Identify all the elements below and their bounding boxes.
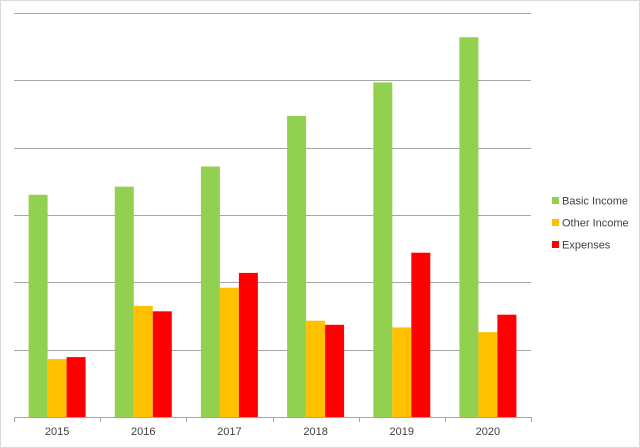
bar-expenses-2019 <box>411 252 431 417</box>
bar-expenses-2017 <box>238 272 258 417</box>
x-axis: 2015 2016 2017 2018 2019 2020 <box>14 417 532 438</box>
x-tick-label: 2016 <box>131 426 155 438</box>
x-tick-label: 2015 <box>45 426 69 438</box>
bar-basic-income-2015 <box>28 194 48 417</box>
bars <box>28 37 517 418</box>
legend-swatch-other-income <box>552 219 559 226</box>
bar-other-income-2015 <box>47 359 67 417</box>
bar-basic-income-2020 <box>459 37 479 417</box>
bar-expenses-2020 <box>497 314 517 417</box>
x-tick-label: 2020 <box>476 426 500 438</box>
bar-expenses-2015 <box>66 357 86 417</box>
gridlines <box>14 13 531 418</box>
bar-expenses-2016 <box>152 311 172 417</box>
x-tick-label: 2019 <box>390 426 414 438</box>
legend-swatch-basic-income <box>552 197 559 204</box>
bar-other-income-2020 <box>478 332 498 417</box>
x-tick-label: 2017 <box>217 426 241 438</box>
legend-label-expenses: Expenses <box>562 240 611 252</box>
x-tick-label: 2018 <box>303 426 327 438</box>
bar-other-income-2018 <box>306 320 326 417</box>
bar-basic-income-2019 <box>373 82 393 418</box>
bar-other-income-2019 <box>392 327 412 417</box>
legend-label-basic-income: Basic Income <box>562 196 628 208</box>
legend-label-other-income: Other Income <box>562 218 629 230</box>
bar-basic-income-2018 <box>287 116 307 417</box>
bar-other-income-2016 <box>133 305 153 417</box>
bar-expenses-2018 <box>325 324 345 417</box>
bar-basic-income-2017 <box>200 166 220 417</box>
bar-basic-income-2016 <box>114 186 134 417</box>
legend-swatch-expenses <box>552 241 559 248</box>
legend: Basic Income Other Income Expenses <box>552 196 629 252</box>
bar-other-income-2017 <box>219 287 239 417</box>
